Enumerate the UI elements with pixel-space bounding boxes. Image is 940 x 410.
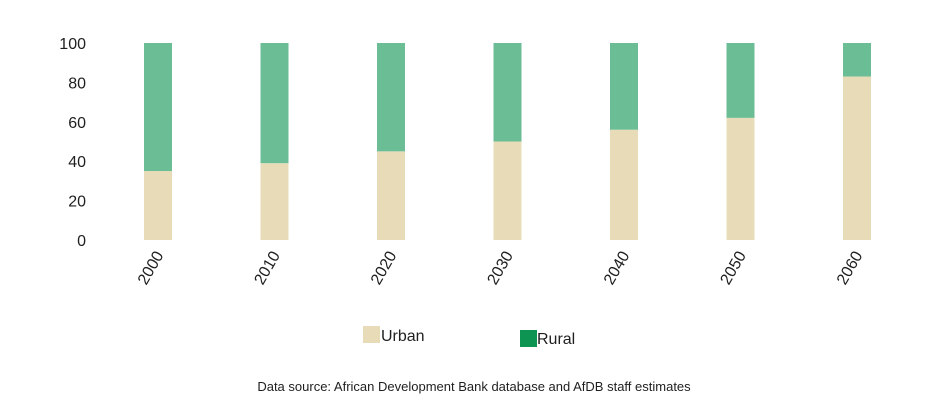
- legend-swatch-rural: [520, 330, 537, 347]
- bar-segment-urban-2060: [843, 76, 871, 241]
- y-tick-label: 80: [68, 75, 86, 92]
- y-tick-label: 20: [68, 194, 86, 211]
- bar-segment-rural-2010: [260, 43, 289, 164]
- y-axis: 0 20 40 60 80 100: [59, 36, 86, 250]
- bar-segment-rural-2000: [144, 43, 172, 172]
- y-tick-label: 40: [68, 154, 86, 171]
- legend-label-urban: Urban: [381, 328, 425, 345]
- bar-segment-urban-2020: [377, 151, 405, 240]
- bar-segment-rural-2020: [377, 43, 405, 152]
- legend: Urban Rural: [363, 326, 575, 348]
- bars-group: [144, 43, 871, 241]
- bar-segment-urban-2030: [493, 141, 522, 240]
- bar-segment-rural-2060: [843, 43, 871, 77]
- x-tick-label: 2020: [368, 248, 401, 287]
- bar-segment-urban-2040: [610, 129, 638, 240]
- bar-segment-urban-2010: [260, 163, 289, 240]
- bar-segment-urban-2000: [144, 171, 172, 240]
- x-tick-label: 2030: [484, 248, 517, 287]
- bar-segment-rural-2040: [610, 43, 638, 130]
- y-tick-label: 60: [68, 115, 86, 132]
- x-tick-label: 2000: [135, 248, 168, 287]
- bar-segment-rural-2050: [726, 43, 755, 118]
- x-tick-label: 2060: [834, 248, 867, 287]
- x-axis: 2000 2010 2020 2030 2040 2050 2060: [135, 248, 867, 287]
- bar-segment-urban-2050: [726, 117, 755, 240]
- y-tick-label: 0: [77, 233, 86, 250]
- y-tick-label: 100: [59, 36, 86, 53]
- legend-swatch-urban: [363, 326, 380, 343]
- bar-segment-rural-2030: [493, 43, 522, 142]
- x-tick-label: 2040: [601, 248, 634, 287]
- x-tick-label: 2050: [717, 248, 750, 287]
- data-source-note: Data source: African Development Bank da…: [257, 379, 691, 394]
- legend-label-rural: Rural: [537, 331, 575, 348]
- x-tick-label: 2010: [251, 248, 284, 287]
